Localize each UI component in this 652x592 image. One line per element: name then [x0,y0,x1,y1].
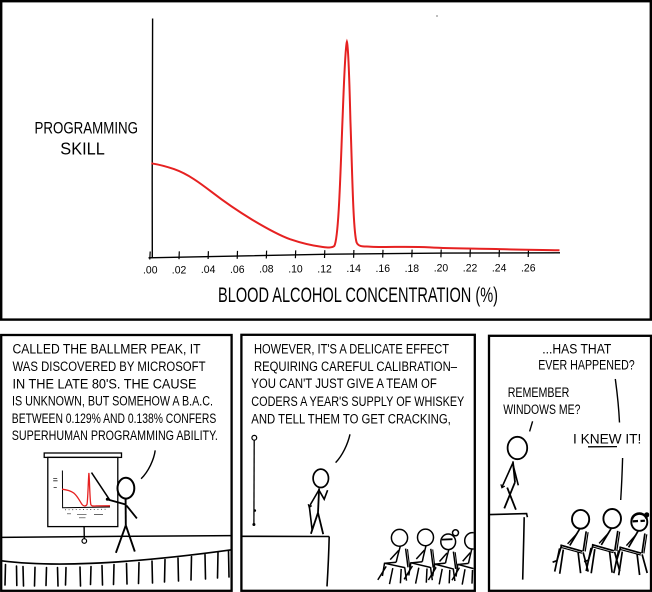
svg-text:CODERS A YEAR'S SUPPLY OF WHIS: CODERS A YEAR'S SUPPLY OF WHISKEY [251,394,464,410]
svg-text:...HAS THAT: ...HAS THAT [542,341,611,357]
svg-text:.08: .08 [259,264,274,276]
svg-text:.18: .18 [405,263,420,275]
svg-text:YOU CAN'T JUST GIVE A TEAM OF: YOU CAN'T JUST GIVE A TEAM OF [251,376,437,392]
svg-text:.16: .16 [376,263,391,275]
svg-text:SUPERHUMAN PROGRAMMING ABILITY: SUPERHUMAN PROGRAMMING ABILITY. [12,428,218,444]
svg-text:REMEMBER: REMEMBER [508,385,570,401]
svg-text:AND TELL THEM TO GET CRACKING,: AND TELL THEM TO GET CRACKING, [251,411,450,427]
svg-text:IN THE LATE 80'S. THE CAUSE: IN THE LATE 80'S. THE CAUSE [13,376,197,392]
svg-text:BETWEEN 0.129% AND 0.138% CONF: BETWEEN 0.129% AND 0.138% CONFERS [12,411,216,427]
svg-text:.26: .26 [521,262,536,274]
svg-text:.04: .04 [201,264,216,276]
svg-text:PROGRAMMING: PROGRAMMING [35,118,139,137]
svg-text:.14: .14 [346,263,361,275]
svg-text:.24: .24 [492,263,507,275]
svg-text:IS UNKNOWN, BUT SOMEHOW A B.A.: IS UNKNOWN, BUT SOMEHOW A B.A.C. [12,394,213,410]
svg-text:.12: .12 [317,263,332,275]
svg-text:CALLED THE BALLMER PEAK, IT: CALLED THE BALLMER PEAK, IT [13,342,201,358]
svg-text:.10: .10 [288,264,303,276]
svg-text:REQUIRING CAREFUL CALIBRATION–: REQUIRING CAREFUL CALIBRATION– [254,359,457,375]
svg-text:.00: .00 [143,264,158,276]
svg-text:WINDOWS ME?: WINDOWS ME? [503,402,580,418]
svg-text:SKILL: SKILL [60,138,105,158]
svg-text:EVER HAPPENED?: EVER HAPPENED? [538,358,635,374]
svg-text:.20: .20 [434,263,449,275]
svg-text:.22: .22 [463,263,478,275]
svg-text:.02: .02 [172,264,187,276]
svg-text:HOWEVER, IT'S A DELICATE EFFEC: HOWEVER, IT'S A DELICATE EFFECT [254,342,449,358]
svg-text:I KNEW IT!: I KNEW IT! [573,431,641,447]
svg-text:BLOOD ALCOHOL CONCENTRATION (%: BLOOD ALCOHOL CONCENTRATION (%) [218,284,498,307]
svg-text:WAS DISCOVERED BY MICROSOFT: WAS DISCOVERED BY MICROSOFT [13,359,206,375]
svg-text:.06: .06 [230,264,245,276]
